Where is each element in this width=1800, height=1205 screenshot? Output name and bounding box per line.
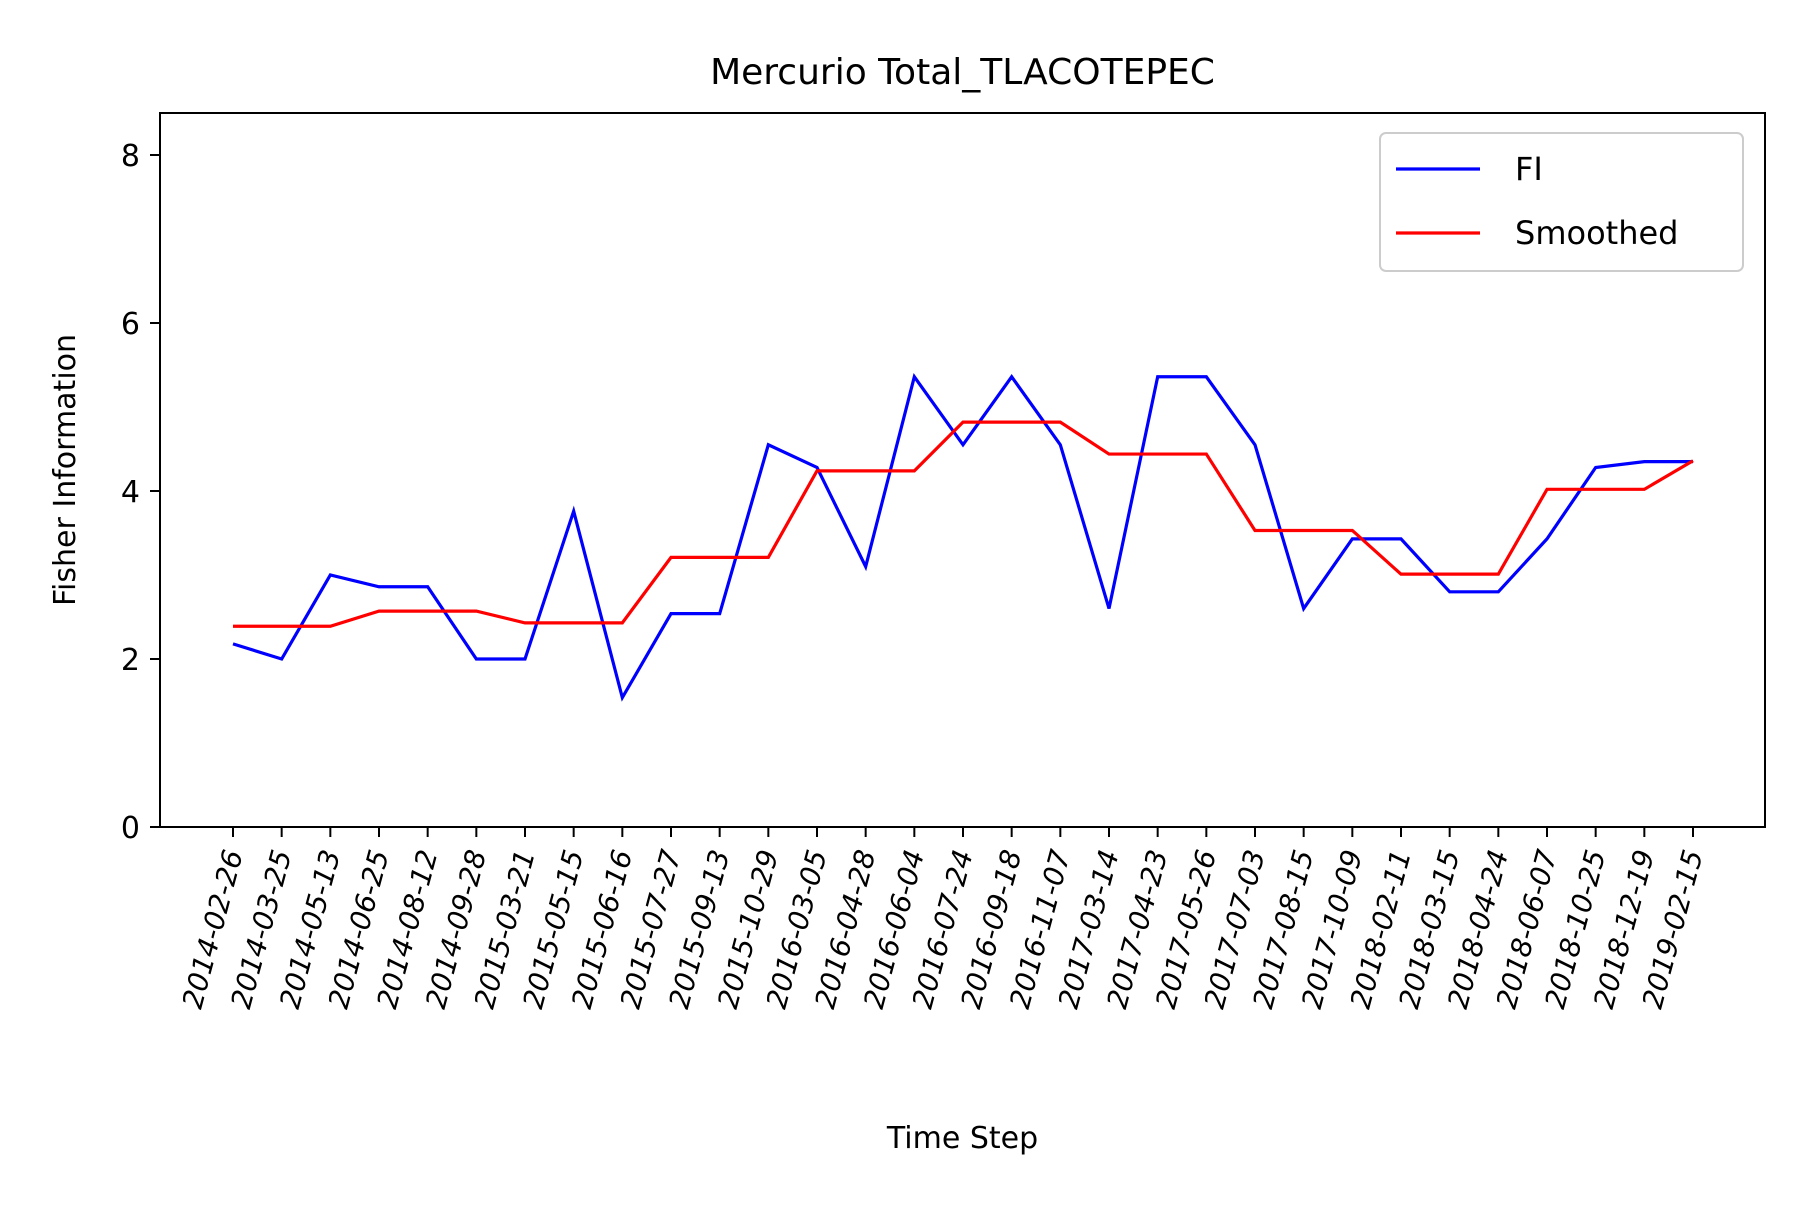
y-axis-label: Fisher Information — [48, 334, 83, 606]
chart-title: Mercurio Total_TLACOTEPEC — [710, 52, 1215, 93]
plot-area — [232, 373, 1694, 702]
series-line-smoothed — [233, 420, 1694, 628]
legend-label-fi: FI — [1515, 150, 1543, 188]
y-tick-label: 6 — [121, 307, 140, 342]
y-tick-label: 4 — [121, 475, 140, 510]
y-tick-label: 0 — [121, 811, 140, 846]
legend: FI Smoothed — [1379, 132, 1744, 272]
y-tick-label: 8 — [121, 139, 140, 174]
y-tick-label: 2 — [121, 643, 140, 678]
legend-label-smoothed: Smoothed — [1515, 214, 1678, 252]
x-axis-label: Time Step — [886, 1121, 1038, 1156]
series-line-fi — [232, 373, 1693, 702]
